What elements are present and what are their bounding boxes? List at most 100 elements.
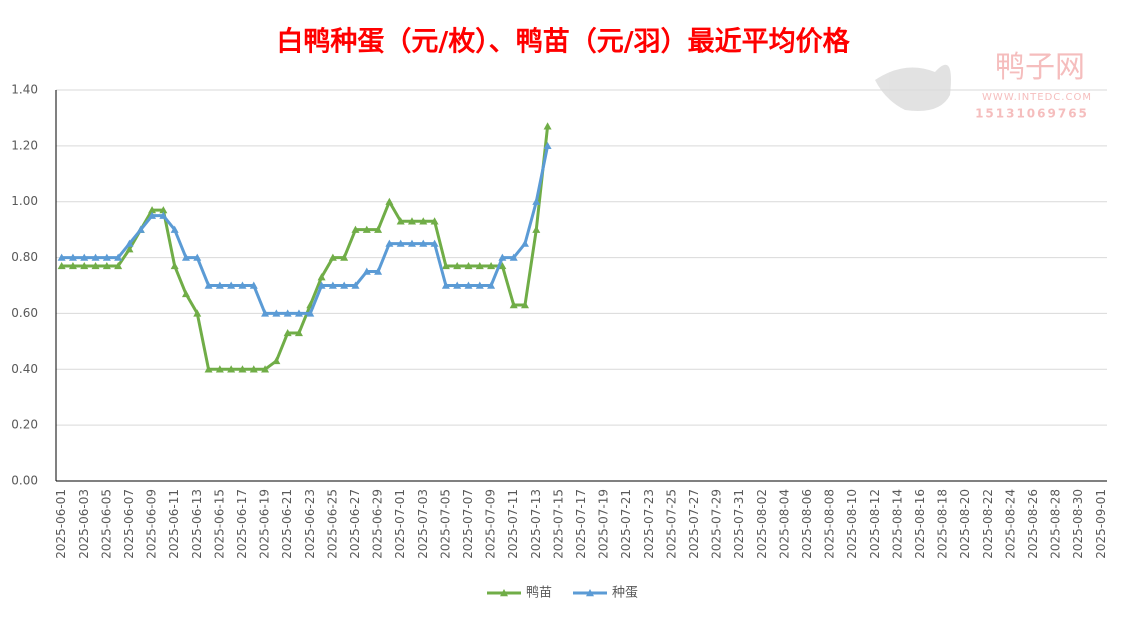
point: [306, 309, 315, 317]
x-tick-label: 2025-08-20: [958, 489, 972, 559]
x-tick-label: 2025-06-09: [145, 489, 159, 559]
x-tick-label: 2025-08-24: [1003, 489, 1017, 559]
point: [181, 253, 190, 261]
x-tick-label: 2025-08-26: [1026, 489, 1040, 559]
point: [317, 281, 326, 289]
x-tick-label: 2025-06-03: [77, 489, 91, 559]
point: [407, 217, 416, 225]
x-tick-label: 2025-06-27: [348, 489, 362, 559]
point: [261, 365, 270, 373]
point: [351, 281, 360, 289]
point: [396, 239, 405, 247]
watermark-phone: 15131069765: [975, 107, 1089, 121]
point: [114, 261, 123, 270]
y-tick-label: 0.80: [11, 250, 38, 264]
x-tick-label: 2025-08-06: [800, 489, 814, 559]
x-tick-label: 2025-07-11: [506, 489, 520, 559]
watermark: 鸭子网 WWW.INTEDC.COM 15131069765: [875, 50, 1091, 121]
x-tick-label: 2025-07-19: [597, 489, 611, 559]
point: [136, 225, 145, 233]
point: [227, 281, 236, 289]
point: [170, 225, 179, 233]
point: [68, 261, 77, 270]
point: [430, 217, 439, 225]
series: [57, 122, 552, 373]
point: [91, 253, 100, 261]
point: [385, 239, 394, 247]
point: [362, 225, 371, 233]
x-tick-label: 2025-08-04: [777, 489, 791, 559]
point: [215, 281, 224, 289]
y-tick-label: 1.40: [11, 83, 38, 97]
x-tick-label: 2025-08-02: [755, 489, 769, 559]
point: [464, 261, 473, 270]
point: [396, 217, 405, 225]
point: [532, 197, 541, 205]
point: [487, 281, 496, 289]
x-tick-label: 2025-08-08: [823, 489, 837, 559]
point: [453, 281, 462, 289]
point: [340, 253, 349, 261]
x-tick-label: 2025-06-25: [325, 489, 339, 559]
x-tick-label: 2025-07-25: [664, 489, 678, 559]
point: [68, 253, 77, 261]
point: [543, 141, 552, 150]
y-tick-label: 1.20: [11, 138, 38, 152]
point: [520, 301, 529, 309]
point: [204, 281, 213, 289]
point: [193, 309, 202, 317]
legend-label: 种蛋: [612, 586, 638, 601]
point: [543, 122, 552, 130]
point: [294, 328, 303, 337]
point: [125, 245, 134, 253]
y-tick-label: 1.00: [11, 194, 38, 208]
x-tick-label: 2025-08-28: [1049, 489, 1063, 559]
point: [80, 253, 89, 261]
point: [283, 328, 292, 337]
x-tick-label: 2025-06-21: [280, 489, 294, 559]
x-tick-label: 2025-07-01: [393, 489, 407, 559]
x-tick-label: 2025-08-22: [981, 489, 995, 559]
legend-marker: [500, 589, 508, 597]
point: [475, 261, 484, 270]
point: [374, 267, 383, 275]
x-tick-label: 2025-06-05: [99, 489, 113, 559]
point: [238, 281, 247, 289]
point: [91, 261, 100, 270]
point: [509, 253, 518, 261]
x-tick-label: 2025-06-17: [235, 489, 249, 559]
point: [374, 225, 383, 233]
point: [419, 217, 428, 225]
legend-item: 鸭苗: [487, 586, 552, 601]
point: [272, 356, 281, 365]
point: [441, 281, 450, 289]
point: [215, 365, 224, 373]
point: [181, 289, 190, 298]
x-tick-label: 2025-06-23: [303, 489, 317, 559]
x-tick-label: 2025-07-23: [642, 489, 656, 559]
x-tick-label: 2025-06-29: [371, 489, 385, 559]
point: [385, 197, 394, 205]
point: [125, 239, 134, 247]
point: [80, 261, 89, 270]
x-tick-label: 2025-07-09: [484, 489, 498, 559]
x-tick-label: 2025-07-03: [416, 489, 430, 559]
y-tick-label: 0.40: [11, 362, 38, 376]
point: [407, 239, 416, 247]
series: [57, 141, 552, 317]
x-tick-label: 2025-08-12: [868, 489, 882, 559]
point: [57, 261, 66, 270]
point: [520, 239, 529, 247]
watermark-logo: [875, 64, 951, 111]
point: [249, 281, 258, 289]
y-tick-label: 0.00: [11, 474, 38, 488]
x-tick-label: 2025-06-19: [258, 489, 272, 559]
point: [464, 281, 473, 289]
point: [487, 261, 496, 270]
point: [453, 261, 462, 270]
point: [419, 239, 428, 247]
y-tick-label: 0.60: [11, 306, 38, 320]
legend-label: 鸭苗: [526, 586, 552, 601]
x-tick-label: 2025-08-30: [1071, 489, 1085, 559]
